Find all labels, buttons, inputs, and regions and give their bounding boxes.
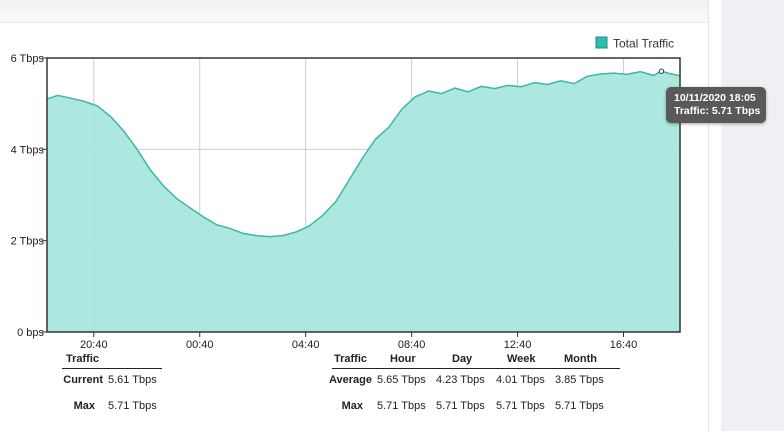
stats-header-month: Month [564,353,597,365]
x-tick-label: 00:40 [186,339,214,351]
top-toolbar-strip [0,0,710,23]
x-tick-label: 08:40 [398,339,426,351]
y-axis-ticks: 0 bps 2 Tbps 4 Tbps 6 Tbps [11,53,47,339]
x-tick-label: 16:40 [610,339,638,351]
stats-label-max: Max [341,400,363,412]
x-tick-label: 20:40 [80,339,108,351]
series-line [46,70,681,238]
stats-value-average-hour: 5.65 Tbps [377,374,426,386]
series-area-fill [47,71,680,332]
side-panel [721,0,784,431]
legend-label: Total Traffic [613,37,674,51]
legend-swatch [595,36,608,49]
stats-table-periods: Traffic Hour Day Week Month Average 5.65… [320,352,620,427]
y-tick-label: 4 Tbps [11,144,45,156]
y-tick-label: 2 Tbps [11,236,45,248]
stats-header-week: Week [507,353,536,365]
x-tick-label: 12:40 [504,339,532,351]
stats-value-current: 5.61 Tbps [108,374,157,386]
stats-header-traffic: Traffic [66,353,100,365]
panel-divider [708,0,722,431]
y-tick-label: 6 Tbps [11,53,45,65]
legend[interactable]: Total Traffic [595,36,674,51]
chart-tooltip: 10/11/2020 18:05 Traffic: 5.71 Tbps [666,87,766,123]
tooltip-traffic-value: Traffic: 5.71 Tbps [674,105,761,117]
stats-value-max: 5.71 Tbps [108,400,157,412]
stats-label-average: Average [328,374,372,386]
hovered-data-point[interactable] [658,68,665,74]
x-tick-label: 04:40 [292,339,320,351]
stats-value-max-week: 5.71 Tbps [496,400,545,412]
tooltip-datetime: 10/11/2020 18:05 [674,92,756,104]
traffic-chart: 0 bps 2 Tbps 4 Tbps 6 Tbps 20:40 00:40 04:40 0… [11,36,681,351]
stats-header-traffic: Traffic [334,353,368,365]
stats-table-current: Traffic Current 5.61 Tbps Max 5.71 Tbps [0,352,300,427]
stats-label-max: Max [73,400,95,412]
chart-series-area [46,68,681,332]
y-tick-label: 0 bps [17,327,44,339]
x-axis-ticks: 20:40 00:40 04:40 08:40 12:40 16:40 [80,332,637,351]
tooltip-arrow [669,103,675,113]
stats-header-day: Day [452,353,473,365]
stats-value-max-month: 5.71 Tbps [555,400,604,412]
stats-label-current: Current [63,374,103,386]
stats-header-rule [332,368,620,369]
plot-border [46,57,681,333]
stats-value-max-hour: 5.71 Tbps [377,400,426,412]
stats-value-average-month: 3.85 Tbps [555,374,604,386]
stats-value-max-day: 5.71 Tbps [436,400,485,412]
stats-header-hour: Hour [390,353,416,365]
stats-value-average-day: 4.23 Tbps [436,374,485,386]
stats-value-average-week: 4.01 Tbps [496,374,545,386]
stats-header-rule [62,368,162,369]
